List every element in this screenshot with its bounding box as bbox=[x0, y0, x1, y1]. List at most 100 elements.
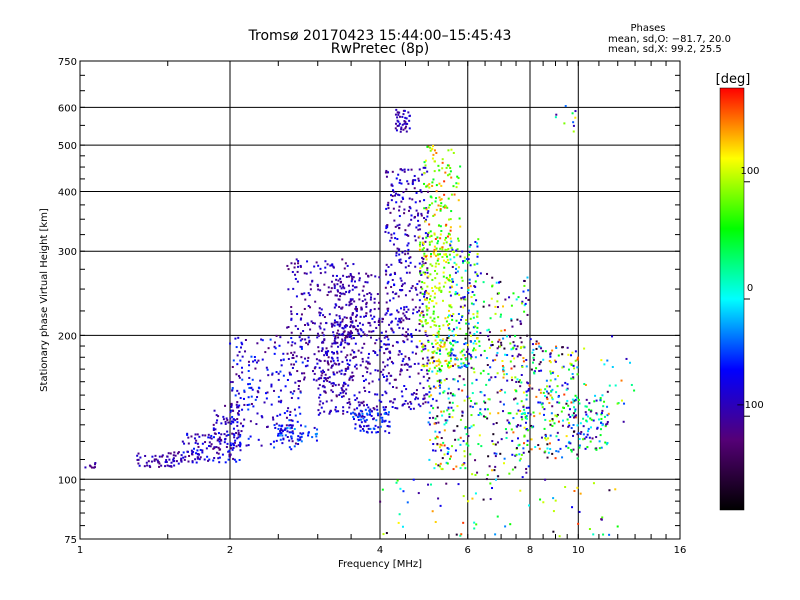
echo-point bbox=[440, 381, 443, 384]
echo-point bbox=[401, 360, 404, 363]
echo-point bbox=[462, 521, 465, 524]
echo-point bbox=[393, 232, 396, 235]
echo-point bbox=[570, 427, 573, 430]
echo-point bbox=[139, 456, 142, 459]
echo-point bbox=[395, 481, 398, 484]
echo-point bbox=[392, 362, 395, 365]
x-tick-label: 1 bbox=[77, 545, 83, 556]
echo-point bbox=[429, 195, 432, 198]
echo-point bbox=[291, 424, 294, 427]
echo-point bbox=[395, 129, 398, 132]
echo-point bbox=[589, 410, 592, 413]
echo-point bbox=[530, 368, 533, 371]
echo-point bbox=[523, 280, 526, 283]
echo-point bbox=[366, 334, 369, 337]
echo-point bbox=[405, 335, 408, 338]
echo-point bbox=[588, 408, 591, 411]
echo-point bbox=[438, 349, 441, 352]
echo-point bbox=[459, 255, 462, 258]
echo-point bbox=[608, 384, 611, 387]
echo-point bbox=[459, 305, 462, 308]
echo-point bbox=[418, 299, 421, 302]
echo-point bbox=[488, 465, 491, 468]
echo-point bbox=[549, 423, 552, 426]
echo-point bbox=[525, 358, 528, 361]
echo-point bbox=[469, 357, 472, 360]
echo-point bbox=[241, 378, 244, 381]
echo-point bbox=[527, 504, 530, 507]
echo-point bbox=[327, 377, 330, 380]
echo-point bbox=[505, 373, 508, 376]
echo-point bbox=[428, 423, 431, 426]
echo-point bbox=[463, 399, 466, 402]
echo-point bbox=[193, 437, 196, 440]
echo-point bbox=[299, 436, 302, 439]
echo-point bbox=[93, 463, 96, 466]
echo-point bbox=[463, 383, 466, 386]
echo-point bbox=[401, 283, 404, 286]
echo-point bbox=[238, 350, 241, 353]
echo-point bbox=[547, 392, 550, 395]
echo-point bbox=[484, 408, 487, 411]
echo-point bbox=[288, 446, 291, 449]
echo-point bbox=[522, 447, 525, 450]
echo-point bbox=[572, 412, 575, 415]
echo-point bbox=[285, 427, 288, 430]
echo-point bbox=[468, 282, 471, 285]
echo-point bbox=[373, 301, 376, 304]
echo-point bbox=[573, 399, 576, 402]
echo-point bbox=[186, 432, 189, 435]
x-tick-label: 6 bbox=[465, 545, 471, 556]
echo-point bbox=[522, 357, 525, 360]
echo-point bbox=[606, 405, 609, 408]
echo-point bbox=[338, 315, 341, 318]
echo-point bbox=[565, 388, 568, 391]
echo-point bbox=[600, 428, 603, 431]
echo-point bbox=[505, 436, 508, 439]
echo-point bbox=[482, 498, 485, 501]
echo-point bbox=[363, 379, 366, 382]
echo-point bbox=[247, 408, 250, 411]
echo-point bbox=[419, 189, 422, 192]
echo-point bbox=[505, 335, 508, 338]
echo-point bbox=[285, 424, 288, 427]
echo-point bbox=[360, 308, 363, 311]
echo-point bbox=[294, 342, 297, 345]
echo-point bbox=[208, 444, 211, 447]
echo-point bbox=[383, 352, 386, 355]
echo-point bbox=[303, 376, 306, 379]
echo-point bbox=[218, 436, 221, 439]
echo-point bbox=[483, 394, 486, 397]
echo-point bbox=[286, 430, 289, 433]
echo-point bbox=[551, 398, 554, 401]
echo-point bbox=[448, 323, 451, 326]
echo-point bbox=[383, 420, 386, 423]
echo-point bbox=[359, 328, 362, 331]
echo-point bbox=[337, 290, 340, 293]
echo-point bbox=[359, 409, 362, 412]
echo-point bbox=[292, 287, 295, 290]
echo-point bbox=[390, 321, 393, 324]
echo-point bbox=[427, 349, 430, 352]
echo-point bbox=[347, 367, 350, 370]
echo-point bbox=[387, 201, 390, 204]
echo-point bbox=[378, 378, 381, 381]
echo-point bbox=[348, 291, 351, 294]
echo-point bbox=[412, 308, 415, 311]
echo-point bbox=[437, 363, 440, 366]
echo-point bbox=[338, 298, 341, 301]
echo-point bbox=[425, 207, 428, 210]
echo-point bbox=[434, 339, 437, 342]
echo-point bbox=[428, 301, 431, 304]
echo-point bbox=[340, 333, 343, 336]
echo-point bbox=[421, 241, 424, 244]
echo-point bbox=[339, 295, 342, 298]
echo-point bbox=[523, 426, 526, 429]
echo-point bbox=[359, 315, 362, 318]
echo-point bbox=[518, 453, 521, 456]
echo-point bbox=[566, 387, 569, 390]
echo-point bbox=[230, 444, 233, 447]
echo-point bbox=[410, 218, 413, 221]
echo-point bbox=[469, 264, 472, 267]
echo-point bbox=[231, 381, 234, 384]
